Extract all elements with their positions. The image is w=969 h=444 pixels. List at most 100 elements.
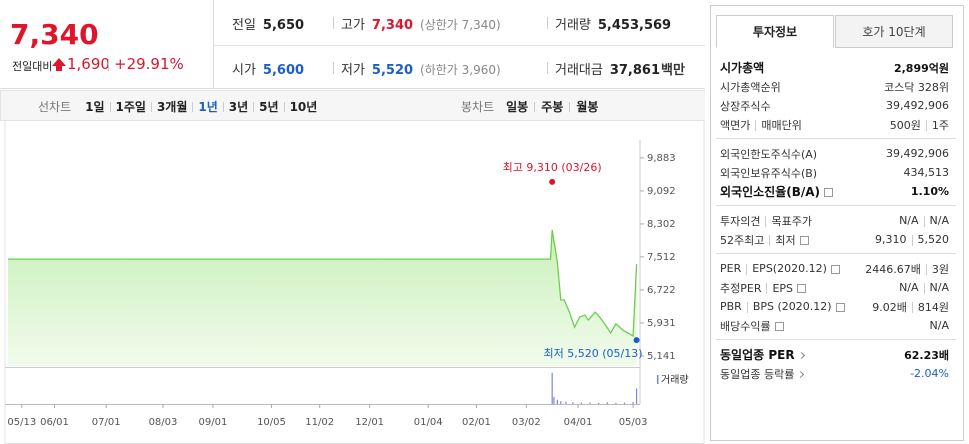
period-button[interactable]: 1주일 xyxy=(115,100,146,114)
summary-value: 7,340 xyxy=(371,18,414,33)
summary-item: 전일 5,650 xyxy=(232,14,304,33)
info-value: 2,899억원 xyxy=(894,60,949,76)
info-panel xyxy=(710,5,964,441)
summary-value: 5,600 xyxy=(262,63,305,78)
separator xyxy=(150,101,152,112)
label-part: 외국인보유주식수(B) xyxy=(720,166,818,180)
label-part: 매매단위 xyxy=(761,118,802,132)
period-label: 봉차트 xyxy=(461,100,495,114)
value-part: -2.04% xyxy=(910,367,949,380)
separator xyxy=(746,301,748,313)
row-separator xyxy=(213,88,705,89)
info-value: 39,492,906 xyxy=(886,147,949,160)
value-part: N/A xyxy=(929,319,949,332)
min-label: 최저 5,520 (05/13) xyxy=(544,347,643,360)
volume-bar xyxy=(556,399,558,404)
y-tick-label: 9,092 xyxy=(647,186,676,197)
info-label: 상장주식수 xyxy=(720,98,886,114)
label-part: PBR xyxy=(720,300,742,313)
price-line xyxy=(8,229,638,337)
info-row: PBR BPS (2020.12) 9.02배 814원 xyxy=(720,297,949,316)
up-arrow xyxy=(52,58,66,66)
label-part: 목표주가 xyxy=(771,214,812,228)
group-separator xyxy=(716,253,956,254)
x-tick-label: 07/01 xyxy=(92,417,121,428)
volume-bar xyxy=(606,402,608,404)
value-part: N/A xyxy=(899,281,919,294)
value-part: N/A xyxy=(899,214,919,227)
label-part: 추정PER xyxy=(720,281,762,295)
period-button[interactable]: 1년 xyxy=(198,100,218,114)
value-part: 500원 xyxy=(889,118,921,132)
separator xyxy=(222,101,224,112)
info-label: 외국인보유주식수(B) xyxy=(720,165,904,181)
value-part: 9,310 xyxy=(875,233,907,246)
info-row: 추정PER EPS N/A N/A xyxy=(720,278,949,297)
label-part: 외국인소진율(B/A) xyxy=(720,185,821,199)
value-part: 2446.67배 xyxy=(865,262,921,276)
period-button[interactable]: 3년 xyxy=(228,100,249,114)
separator xyxy=(755,120,757,131)
price-chart: 9,883 9,092 8,302 7,512 6,722 5,931 5,141 05/13… xyxy=(4,120,705,444)
summary-value: 5,453,569 xyxy=(597,18,672,33)
x-tick-label: 11/02 xyxy=(305,417,334,428)
info-row: 투자의견 목표주가 N/A N/A xyxy=(720,211,949,230)
help-icon xyxy=(797,284,807,293)
info-row: 액면가 매매단위 500원 1주 xyxy=(720,115,949,134)
change-label: 전일대비 xyxy=(12,60,53,73)
separator xyxy=(911,234,913,246)
label-part: EPS xyxy=(772,281,794,295)
period-button[interactable]: 주봉 xyxy=(541,100,564,114)
help-icon xyxy=(799,236,809,245)
separator xyxy=(925,120,927,131)
info-label: 외국인소진율(B/A) xyxy=(720,183,911,200)
x-tick-label: 06/01 xyxy=(40,417,69,428)
volume-bar xyxy=(632,402,634,404)
info-tab[interactable]: 호가 10단계 xyxy=(835,15,953,48)
price: 7,340 xyxy=(10,18,99,51)
summary-item: 저가 5,520 (하한가 3,960) xyxy=(341,59,501,78)
info-row: 외국인한도주식수(A) 39,492,906 xyxy=(720,144,949,163)
info-row: 외국인보유주식수(B) 434,513 xyxy=(720,163,949,182)
group-separator xyxy=(716,339,956,340)
x-tick-label: 01/04 xyxy=(414,417,443,428)
summary-note: (하한가 3,960) xyxy=(420,63,501,77)
separator xyxy=(108,59,109,71)
separator xyxy=(534,101,536,112)
separator xyxy=(253,101,255,112)
separator xyxy=(109,101,111,112)
label-part: 시가총액 xyxy=(720,61,765,75)
value-part: 코스닥 328위 xyxy=(884,80,949,94)
summary-label: 고가 xyxy=(341,18,365,33)
x-tick-label: 05/03 xyxy=(619,417,648,428)
separator xyxy=(547,17,548,29)
separator xyxy=(925,264,927,275)
period-button[interactable]: 5년 xyxy=(259,100,279,114)
info-tab[interactable]: 투자정보 xyxy=(716,15,834,48)
info-row: 시가총액순위 코스닥 328위 xyxy=(720,77,949,96)
label-part: 배당수익률 xyxy=(720,319,771,333)
label-part: PER xyxy=(720,262,742,275)
period-button[interactable]: 3개월 xyxy=(156,100,188,114)
info-row: 52주최고 최저 9,310 5,520 xyxy=(720,230,949,249)
volume-bar xyxy=(560,401,562,404)
help-icon xyxy=(835,302,845,312)
summary-unit: 백만 xyxy=(661,63,685,78)
info-label: 추정PER EPS xyxy=(720,280,899,296)
separator xyxy=(333,17,334,29)
x-tick-label: 10/05 xyxy=(257,417,286,428)
period-button[interactable]: 일봉 xyxy=(506,100,529,114)
separator xyxy=(766,283,768,294)
period-button[interactable]: 월봉 xyxy=(576,100,599,114)
info-value: N/A xyxy=(930,319,949,332)
help-icon xyxy=(824,188,834,197)
info-row: 배당수익률 N/A xyxy=(720,316,949,335)
volume-bar xyxy=(615,402,617,404)
separator xyxy=(569,101,571,112)
period-button[interactable]: 1일 xyxy=(85,100,105,114)
summary-item: 거래량 5,453,569 xyxy=(555,14,671,33)
value-part: 1주 xyxy=(931,118,949,132)
period-button[interactable]: 10년 xyxy=(289,100,318,114)
volume-bar xyxy=(580,402,583,404)
value-part: 434,513 xyxy=(903,166,950,179)
